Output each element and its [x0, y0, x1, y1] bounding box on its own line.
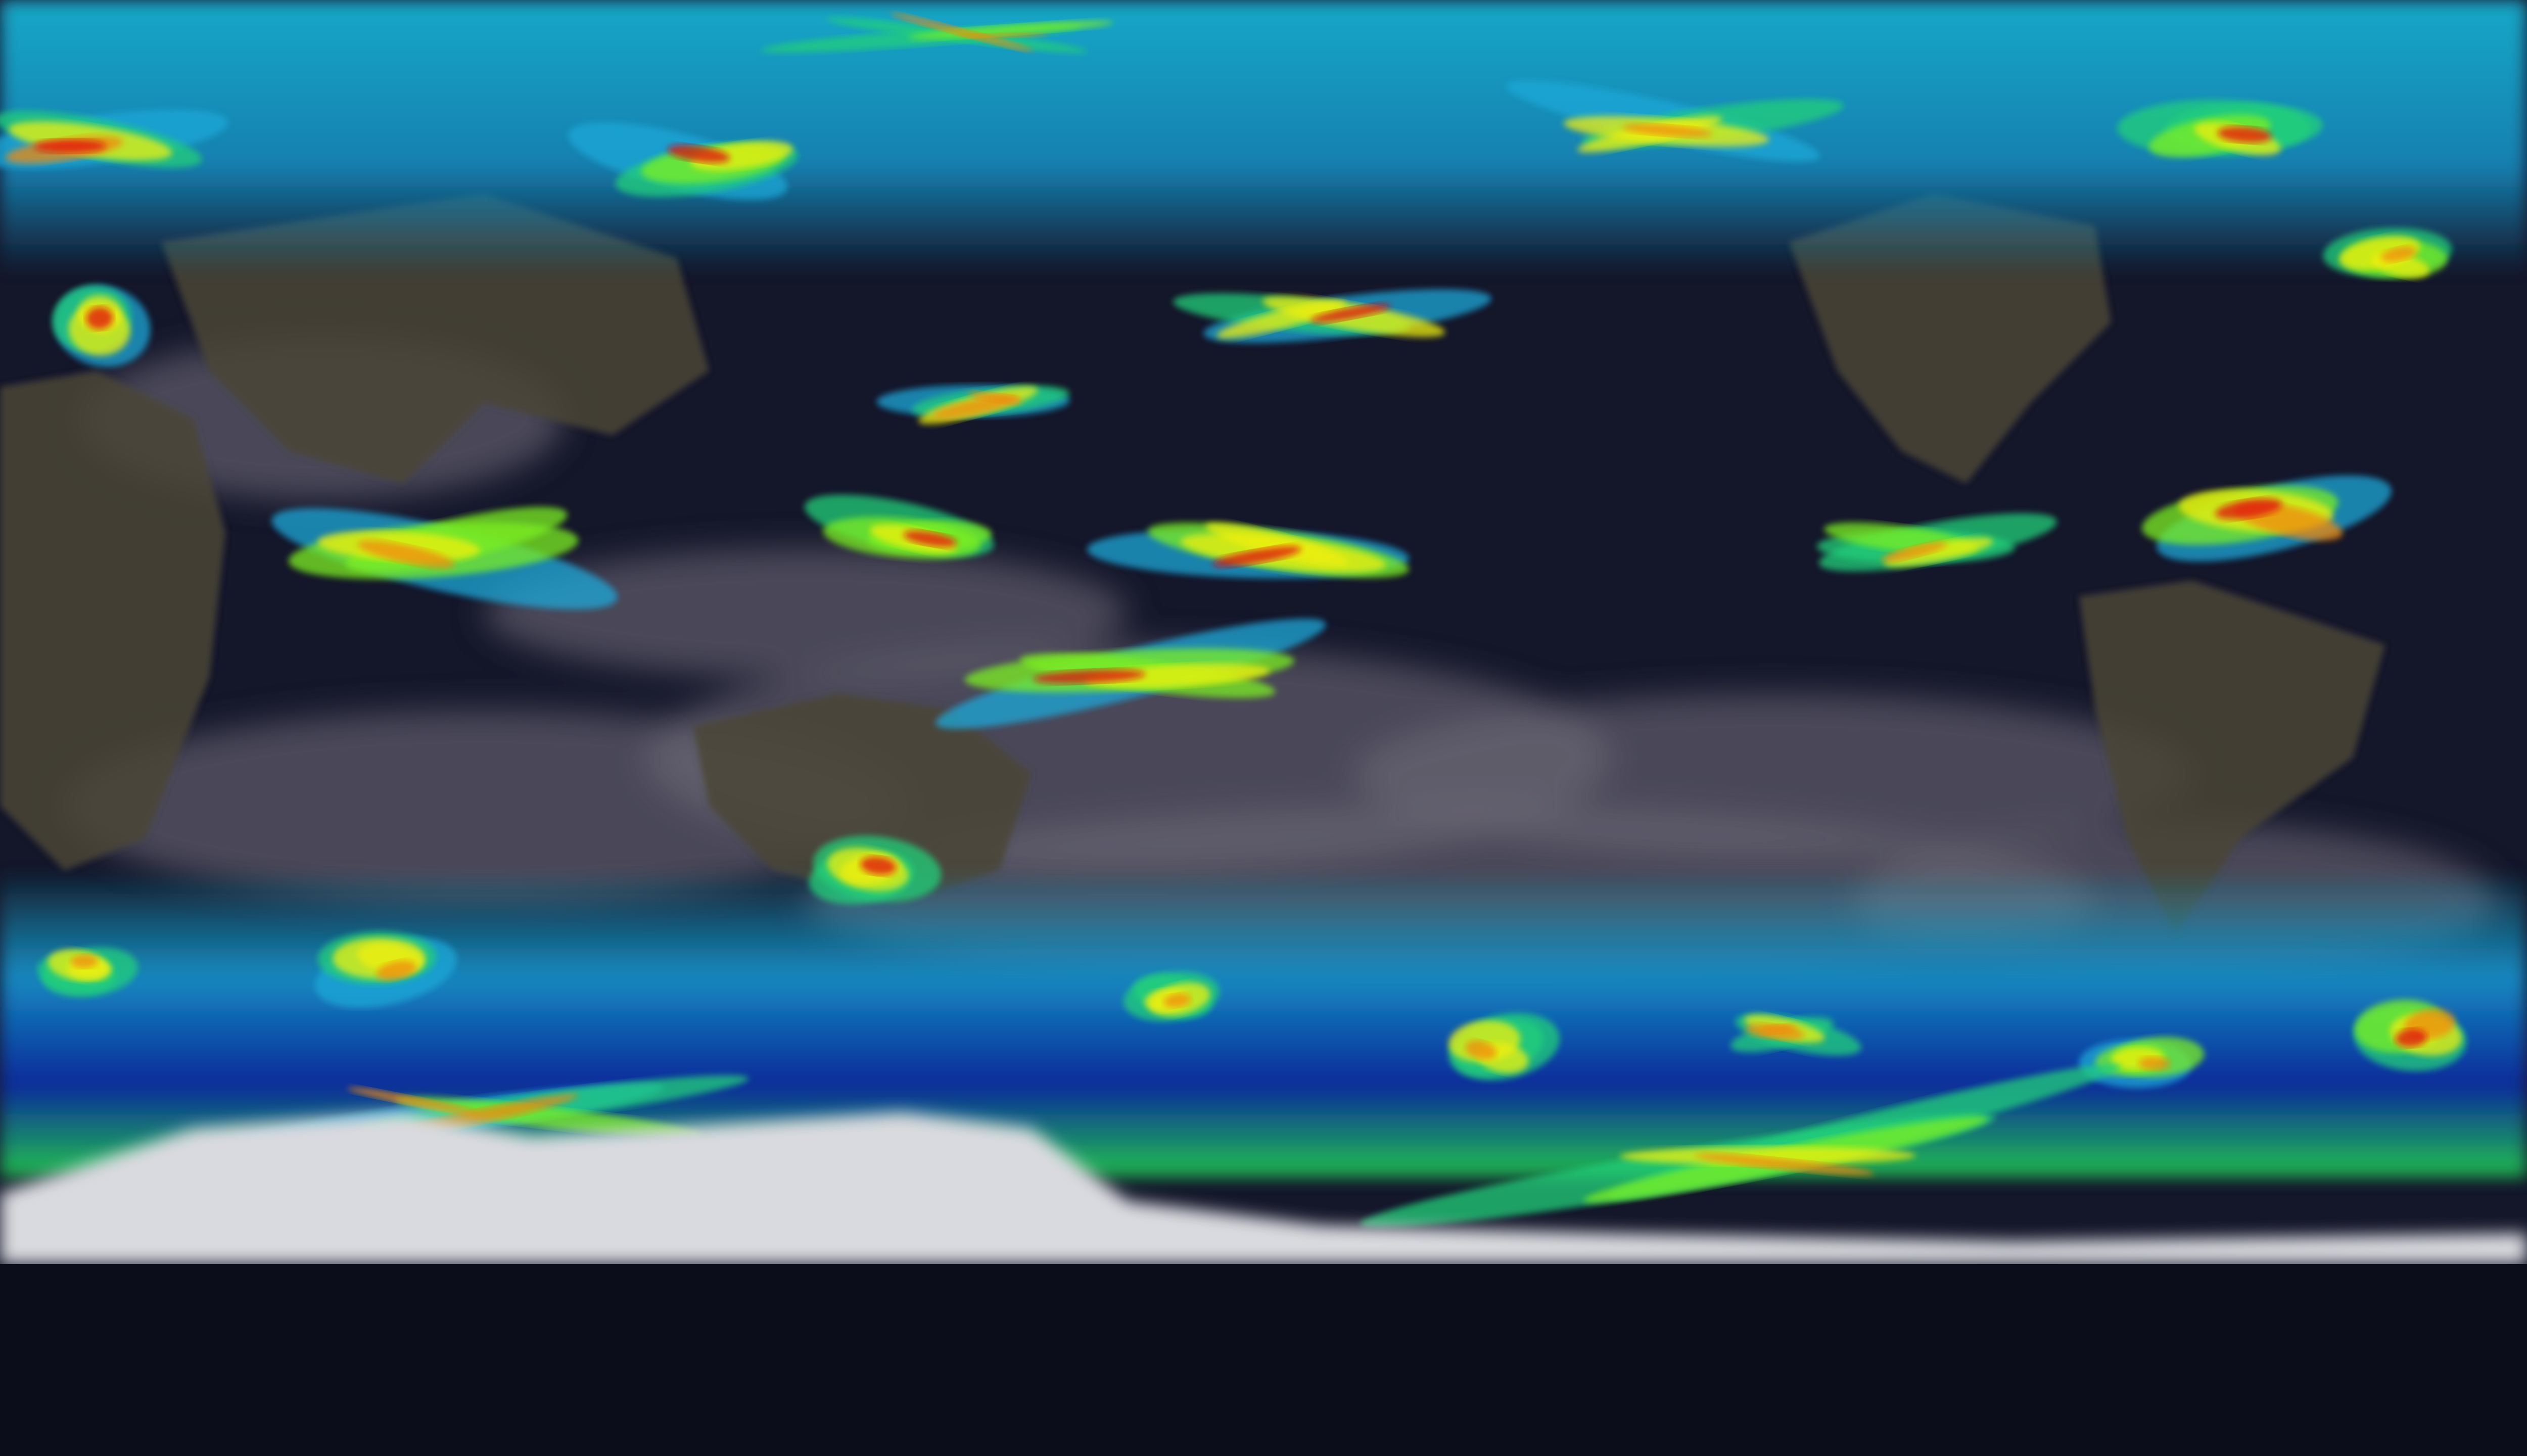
precipitation-cell — [690, 140, 793, 171]
precipitation-cell — [2217, 126, 2272, 143]
precipitation-cell — [860, 856, 897, 875]
precipitation-cell — [1163, 993, 1191, 1008]
precipitation-layer — [0, 13, 2467, 1228]
precipitation-cell — [1465, 1040, 1496, 1060]
africa-landmass — [0, 370, 226, 871]
arctic-precip-band — [0, 0, 2527, 274]
precipitation-cell — [2138, 1056, 2170, 1070]
precipitation-cell — [1619, 1146, 1916, 1165]
precipitation-cell — [1205, 523, 1349, 567]
precipitation-cell — [968, 392, 1022, 404]
precipitation-cell — [1881, 542, 1947, 562]
precipitation-cell — [890, 13, 1034, 52]
precipitation-cell — [1033, 669, 1146, 684]
precipitation-cell — [395, 1097, 703, 1138]
precipitation-cell — [2215, 498, 2282, 520]
precipitation-cell — [1311, 304, 1391, 323]
precipitation-cell — [667, 145, 730, 163]
antarctica-ice — [0, 1112, 2527, 1264]
precipitation-cell — [1216, 300, 1346, 339]
precipitation-cell — [958, 33, 1048, 38]
precipitation-cell — [2395, 1028, 2427, 1047]
precipitation-cell — [1695, 1153, 1875, 1176]
precipitation-cell — [34, 139, 107, 153]
precipitation-cell — [1212, 546, 1301, 567]
precipitation-cell — [1622, 124, 1713, 137]
precipitation-cell — [2381, 246, 2417, 262]
precipitation-cell — [86, 307, 113, 330]
precipitation-cell — [347, 1087, 480, 1115]
south-america-landmass — [2079, 580, 2385, 935]
australia-landmass — [693, 693, 1032, 903]
global-precipitation-map — [0, 0, 2527, 1264]
precipitation-cell — [903, 531, 957, 547]
precipitation-cell — [1884, 537, 1993, 567]
precipitation-cell — [376, 960, 416, 980]
precipitation-cell — [357, 540, 455, 568]
precipitation-cell — [70, 954, 98, 968]
cloud-mass — [483, 548, 1129, 677]
precipitation-cell — [1085, 664, 1270, 688]
precipitation-cell — [1760, 1024, 1797, 1034]
